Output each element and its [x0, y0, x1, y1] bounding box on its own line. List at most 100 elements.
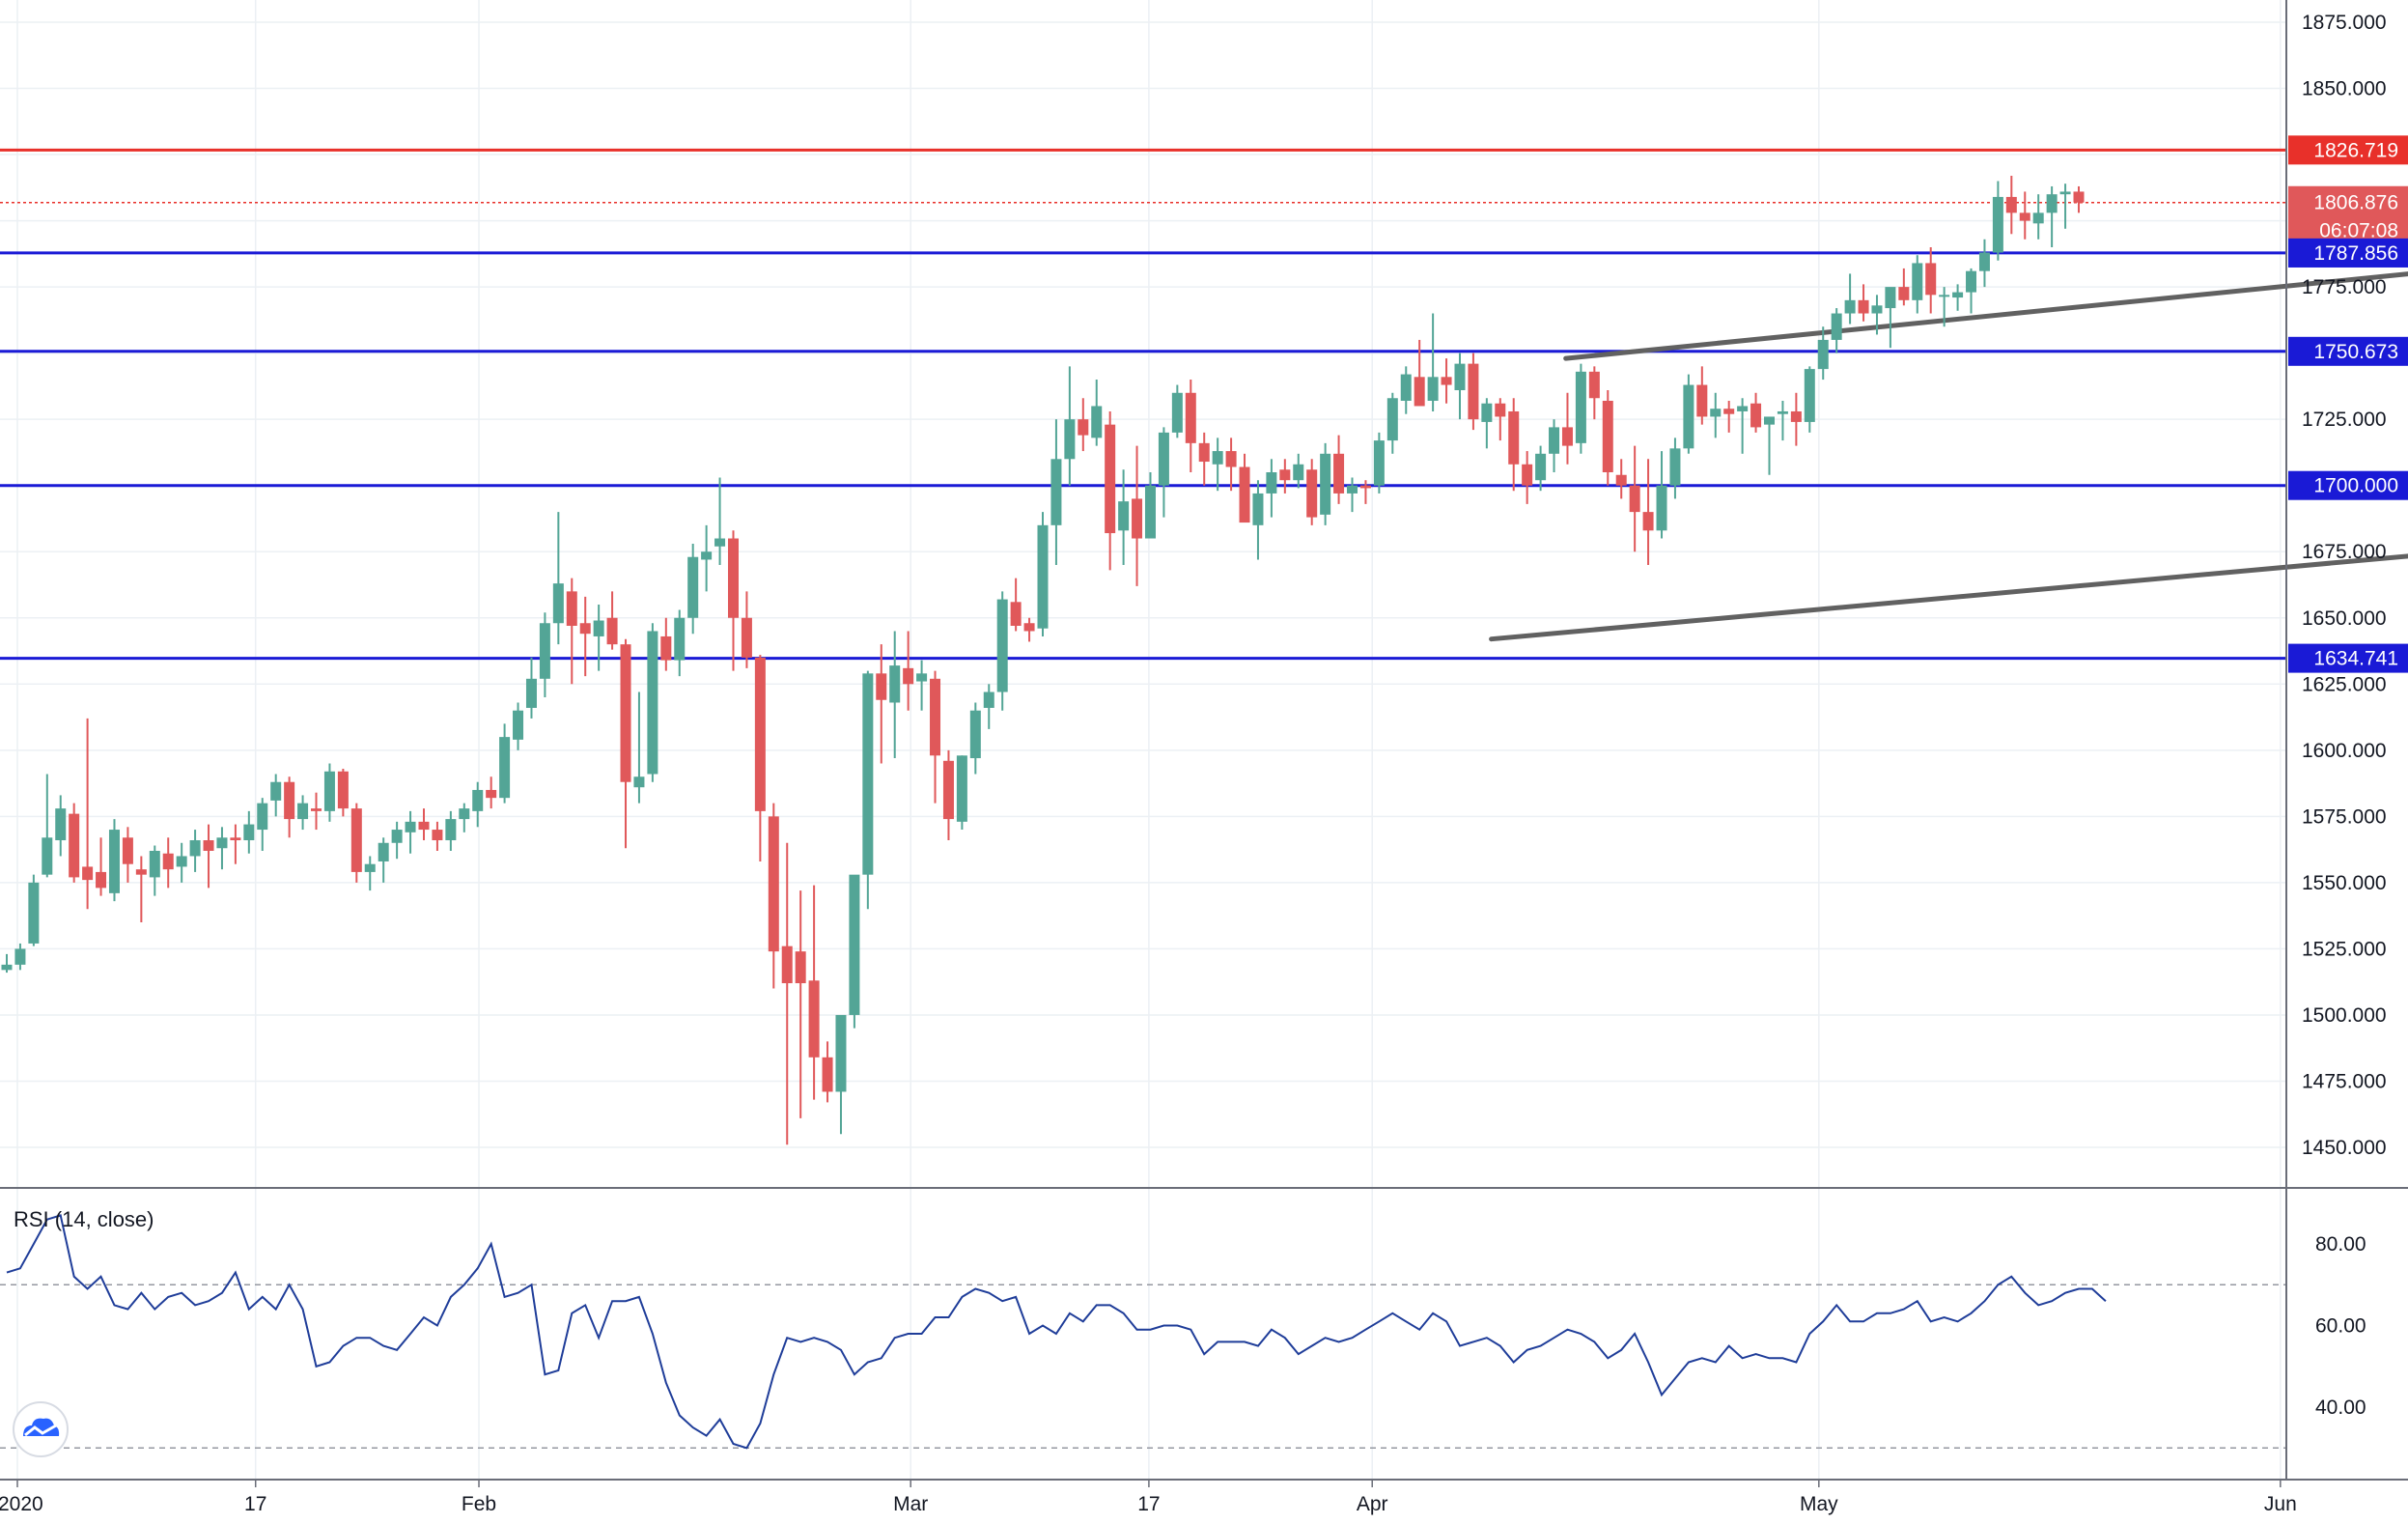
candle[interactable] [1575, 363, 1586, 454]
candle[interactable] [1050, 419, 1062, 565]
rsi-legend[interactable]: RSI (14, close) [14, 1207, 154, 1231]
candle[interactable] [633, 691, 645, 804]
candle[interactable] [1010, 578, 1022, 632]
candle[interactable] [1642, 459, 1654, 565]
level-badge[interactable]: 1750.673 [2288, 336, 2408, 366]
candle[interactable] [14, 943, 26, 971]
candle[interactable] [472, 781, 484, 828]
candle[interactable] [647, 623, 658, 782]
candle[interactable] [1037, 512, 1049, 636]
candle[interactable] [1414, 339, 1425, 407]
candle[interactable] [1266, 459, 1277, 518]
candle[interactable] [996, 591, 1008, 711]
candle[interactable] [1320, 442, 1331, 525]
candle[interactable] [566, 578, 577, 685]
candle[interactable] [1696, 366, 1708, 425]
candle[interactable] [378, 837, 389, 883]
candle[interactable] [1522, 451, 1533, 504]
candle[interactable] [795, 890, 806, 1118]
candle[interactable] [2059, 183, 2071, 229]
candle[interactable] [849, 874, 860, 1029]
candle[interactable] [1198, 432, 1210, 486]
candle[interactable] [486, 776, 497, 809]
candle[interactable] [297, 795, 309, 831]
level-badge[interactable]: 1634.741 [2288, 643, 2408, 673]
candle[interactable] [1359, 480, 1371, 504]
candle[interactable] [391, 821, 403, 860]
candle[interactable] [1481, 398, 1493, 449]
candle[interactable] [2032, 194, 2044, 240]
candle[interactable] [1225, 437, 1237, 492]
candle[interactable] [1750, 392, 1762, 433]
candle[interactable] [1535, 445, 1547, 492]
candle[interactable] [674, 609, 686, 677]
candle[interactable] [2019, 191, 2030, 240]
candle[interactable] [1239, 453, 1250, 523]
candle[interactable] [1978, 239, 1990, 288]
candle[interactable] [1804, 366, 1815, 433]
candle[interactable] [727, 530, 739, 671]
candle[interactable] [1777, 400, 1788, 441]
candle[interactable] [216, 827, 228, 870]
candle[interactable] [1064, 366, 1076, 486]
candle[interactable] [108, 819, 120, 902]
candle[interactable] [1763, 416, 1775, 475]
candle[interactable] [2073, 185, 2085, 213]
candle[interactable] [1023, 617, 1035, 642]
candle[interactable] [1508, 398, 1520, 492]
candle[interactable] [323, 763, 335, 822]
candle[interactable] [162, 837, 174, 889]
candle[interactable] [1790, 392, 1802, 446]
candle[interactable] [1952, 284, 1964, 311]
candle[interactable] [1091, 380, 1103, 446]
candle[interactable] [1252, 480, 1264, 560]
candle[interactable] [1333, 435, 1345, 504]
candle[interactable] [1588, 366, 1600, 420]
candle[interactable] [687, 544, 699, 635]
candle[interactable] [768, 803, 779, 989]
candle[interactable] [96, 837, 107, 896]
candle[interactable] [1831, 308, 1842, 353]
candle[interactable] [149, 845, 160, 896]
candle[interactable] [364, 856, 376, 891]
candle[interactable] [1549, 419, 1560, 472]
candle[interactable] [203, 824, 214, 889]
candle[interactable] [243, 810, 255, 854]
candle[interactable] [1454, 353, 1466, 420]
candle[interactable] [1427, 313, 1439, 411]
candle[interactable] [754, 655, 766, 861]
candle[interactable] [42, 774, 53, 878]
candle[interactable] [660, 617, 672, 671]
candle[interactable] [122, 827, 133, 883]
candle[interactable] [230, 824, 241, 864]
candle[interactable] [1885, 287, 1896, 349]
candle[interactable] [1669, 437, 1681, 499]
candle[interactable] [432, 821, 443, 851]
candle[interactable] [969, 702, 981, 775]
candle[interactable] [903, 631, 914, 711]
candle[interactable] [69, 803, 80, 883]
candle[interactable] [337, 769, 349, 817]
candle[interactable] [808, 885, 820, 1100]
candle[interactable] [513, 702, 524, 750]
candle[interactable] [1561, 392, 1573, 465]
candle[interactable] [28, 874, 40, 946]
candle[interactable] [1158, 427, 1169, 518]
candle[interactable] [539, 612, 550, 697]
candle[interactable] [1293, 453, 1304, 489]
candle[interactable] [876, 644, 887, 764]
candle[interactable] [1171, 384, 1183, 438]
candle[interactable] [1966, 268, 1977, 314]
candle[interactable] [930, 670, 941, 804]
candle[interactable] [55, 795, 67, 857]
candle[interactable] [270, 774, 282, 817]
candle[interactable] [418, 808, 430, 841]
candle[interactable] [701, 524, 713, 592]
candle[interactable] [741, 591, 752, 668]
candle[interactable] [1441, 358, 1452, 404]
candle[interactable] [1400, 366, 1412, 414]
candle[interactable] [1683, 374, 1694, 454]
candle[interactable] [593, 605, 604, 671]
candle[interactable] [620, 638, 631, 849]
tradingview-cloud-icon[interactable] [13, 1401, 69, 1457]
